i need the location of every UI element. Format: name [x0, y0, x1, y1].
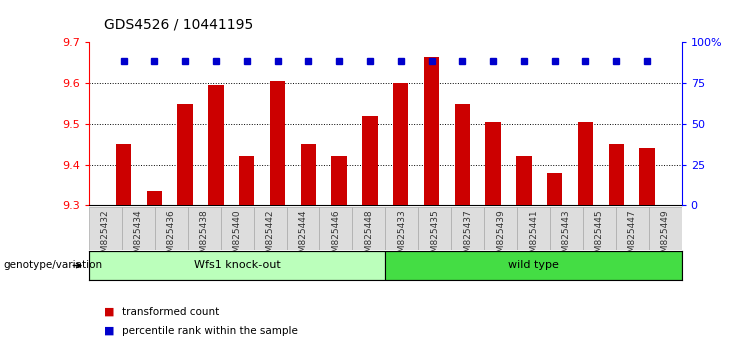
- Bar: [270, 81, 285, 205]
- Text: genotype/variation: genotype/variation: [4, 261, 103, 270]
- Bar: [177, 103, 193, 205]
- Text: transformed count: transformed count: [122, 307, 219, 316]
- Text: ■: ■: [104, 326, 114, 336]
- Text: GSM825445: GSM825445: [595, 209, 604, 264]
- Text: GSM825434: GSM825434: [134, 209, 143, 264]
- Bar: [385, 207, 418, 250]
- Bar: [287, 207, 319, 250]
- Text: ■: ■: [104, 307, 114, 316]
- Bar: [616, 207, 649, 250]
- Bar: [550, 207, 583, 250]
- Bar: [547, 173, 562, 205]
- Text: GSM825449: GSM825449: [661, 209, 670, 264]
- Text: GSM825443: GSM825443: [562, 209, 571, 264]
- Bar: [385, 251, 682, 280]
- Bar: [639, 148, 655, 205]
- Text: Wfs1 knock-out: Wfs1 knock-out: [193, 261, 281, 270]
- Bar: [187, 207, 221, 250]
- Bar: [239, 156, 254, 205]
- Bar: [418, 207, 451, 250]
- Bar: [89, 207, 122, 250]
- Bar: [253, 207, 287, 250]
- Bar: [517, 207, 550, 250]
- Bar: [155, 207, 187, 250]
- Bar: [331, 156, 347, 205]
- Bar: [221, 207, 253, 250]
- Text: GSM825438: GSM825438: [199, 209, 209, 264]
- Bar: [455, 103, 470, 205]
- Text: GSM825432: GSM825432: [101, 209, 110, 264]
- Bar: [122, 207, 155, 250]
- Text: GSM825433: GSM825433: [397, 209, 406, 264]
- Bar: [362, 116, 378, 205]
- Bar: [89, 251, 385, 280]
- Text: GSM825446: GSM825446: [331, 209, 340, 264]
- Bar: [649, 207, 682, 250]
- Bar: [353, 207, 385, 250]
- Bar: [485, 122, 501, 205]
- Text: GSM825448: GSM825448: [365, 209, 373, 264]
- Text: GSM825437: GSM825437: [463, 209, 472, 264]
- Text: GSM825440: GSM825440: [233, 209, 242, 264]
- Bar: [424, 57, 439, 205]
- Text: GSM825444: GSM825444: [299, 209, 308, 264]
- Bar: [393, 83, 408, 205]
- Bar: [578, 122, 594, 205]
- Bar: [319, 207, 353, 250]
- Text: GSM825439: GSM825439: [496, 209, 505, 264]
- Text: wild type: wild type: [508, 261, 559, 270]
- Text: GSM825436: GSM825436: [167, 209, 176, 264]
- Bar: [484, 207, 517, 250]
- Text: GSM825435: GSM825435: [431, 209, 439, 264]
- Bar: [451, 207, 484, 250]
- Bar: [608, 144, 624, 205]
- Text: GSM825441: GSM825441: [529, 209, 538, 264]
- Bar: [208, 85, 224, 205]
- Bar: [583, 207, 616, 250]
- Text: GSM825442: GSM825442: [265, 209, 275, 264]
- Text: GDS4526 / 10441195: GDS4526 / 10441195: [104, 18, 253, 32]
- Bar: [147, 191, 162, 205]
- Bar: [516, 156, 531, 205]
- Bar: [301, 144, 316, 205]
- Text: percentile rank within the sample: percentile rank within the sample: [122, 326, 298, 336]
- Bar: [116, 144, 131, 205]
- Text: GSM825447: GSM825447: [628, 209, 637, 264]
